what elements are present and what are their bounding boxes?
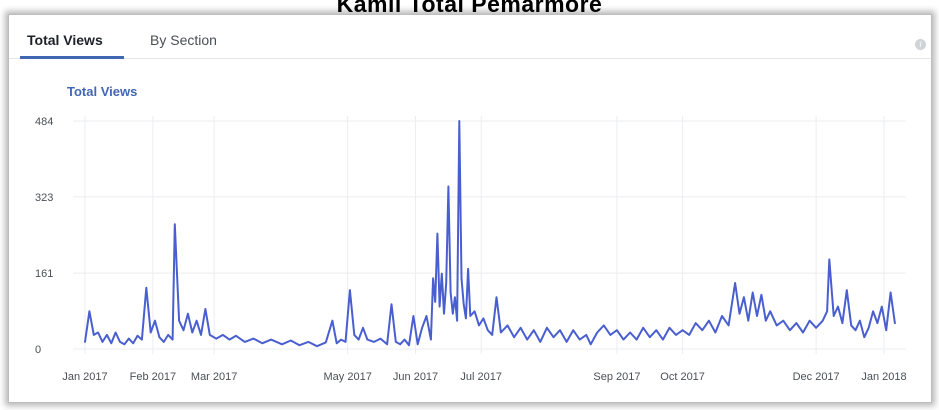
tab-by-section[interactable]: By Section <box>150 32 217 48</box>
tab-total-views[interactable]: Total Views <box>27 32 103 48</box>
y-tick-label: 323 <box>35 192 53 204</box>
active-tab-indicator <box>20 56 124 59</box>
x-tick-label: Feb 2017 <box>130 371 176 383</box>
page-heading: Kamli Total Pemarmore <box>0 0 939 16</box>
x-tick-label: Mar 2017 <box>191 371 237 383</box>
chart-title: Total Views <box>67 84 138 99</box>
x-tick-label: Jun 2017 <box>393 371 438 383</box>
y-tick-label: 161 <box>35 268 53 280</box>
x-tick-label: Jan 2018 <box>861 371 906 383</box>
x-tick-label: Dec 2017 <box>793 371 840 383</box>
y-tick-label: 0 <box>35 344 41 356</box>
x-tick-label: Jul 2017 <box>460 371 502 383</box>
page-heading-text: Kamli Total Pemarmore <box>336 0 603 16</box>
x-tick-label: Jan 2017 <box>62 371 107 383</box>
x-tick-label: Sep 2017 <box>593 371 640 383</box>
insights-card: Total Views By Section i Total Views <box>8 14 932 403</box>
tab-bar: Total Views By Section i <box>9 15 931 59</box>
info-icon[interactable]: i <box>915 39 926 50</box>
x-tick-label: May 2017 <box>324 371 372 383</box>
y-tick-label: 484 <box>35 116 53 128</box>
series-line <box>84 120 896 348</box>
x-tick-label: Oct 2017 <box>660 371 705 383</box>
